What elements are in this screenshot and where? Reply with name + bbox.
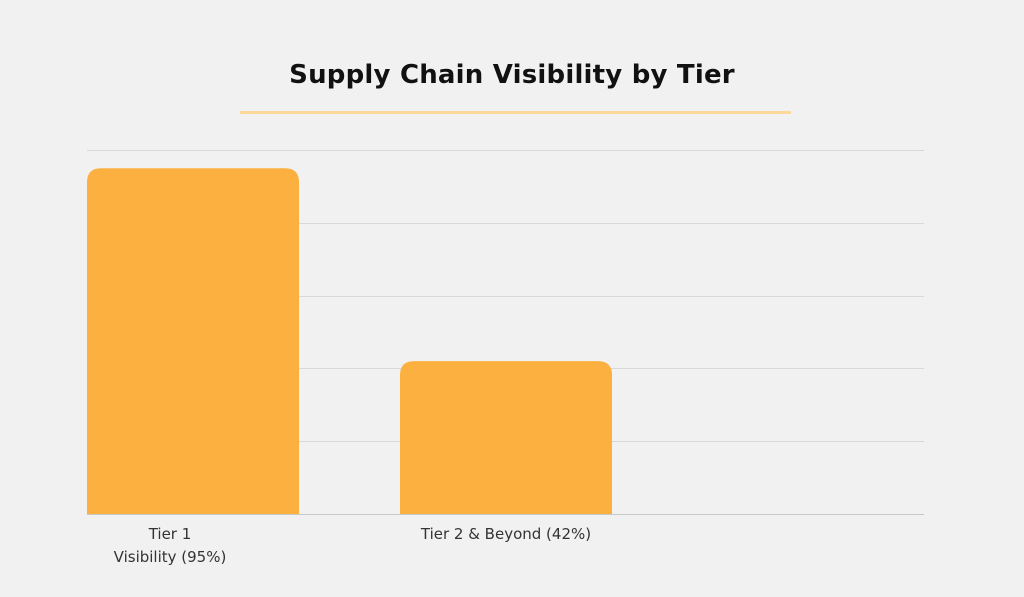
label-layer: Tier 1 Visibility (95%) Tier 2 & Beyond (4… [114, 525, 591, 566]
x-tick-label-line: Tier 1 [148, 525, 192, 543]
x-tick-label-line: Tier 2 & Beyond (42%) [420, 525, 591, 543]
bar-layer [87, 168, 612, 514]
x-tick-label-2: Tier 2 & Beyond (42%) [420, 525, 591, 543]
title-underline [240, 111, 791, 114]
bar-2 [400, 361, 612, 514]
x-tick-label-1: Tier 1 Visibility (95%) [114, 525, 227, 566]
x-tick-label-line: Visibility (95%) [114, 548, 227, 566]
bar-1 [87, 168, 299, 514]
chart-title: Supply Chain Visibility by Tier [289, 60, 735, 90]
